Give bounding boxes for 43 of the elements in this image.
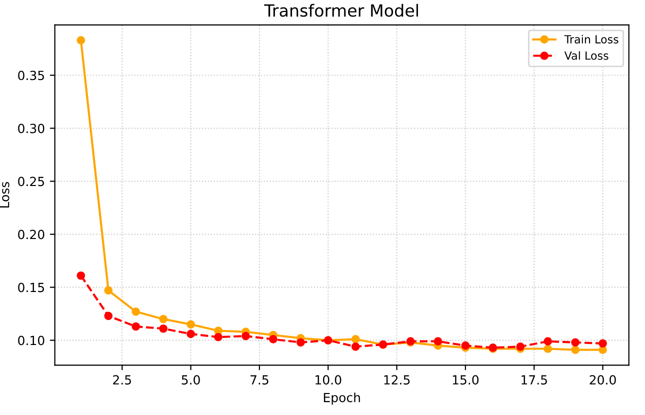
legend-label: Val Loss [564, 51, 608, 60]
point [76, 36, 86, 44]
point [132, 322, 140, 331]
point [571, 338, 580, 347]
point [461, 341, 470, 350]
y-tick-label: 0.10 [18, 336, 44, 346]
legend-label: Train Loss [564, 34, 618, 44]
point [434, 337, 442, 346]
point [186, 330, 195, 338]
x-tick-label: 7.5 [250, 375, 268, 385]
point [214, 332, 222, 342]
point [598, 339, 607, 348]
point [544, 344, 552, 353]
point [351, 335, 360, 344]
y-tick-label: 0.25 [18, 176, 44, 186]
point [159, 314, 168, 324]
x-tick-label: 17.5 [522, 375, 547, 385]
y-axis-title: Loss [0, 182, 10, 208]
chart-title: Transformer Model [264, 4, 418, 17]
x-tick-label: 15.0 [452, 375, 479, 385]
point [296, 338, 305, 347]
point [516, 342, 525, 351]
point [351, 342, 360, 351]
x-tick-label: 5.0 [182, 375, 200, 385]
point [269, 335, 278, 344]
point [104, 312, 113, 320]
point [76, 271, 86, 280]
x-tick-label: 2.5 [113, 375, 131, 385]
y-tick-label: 0.30 [18, 124, 44, 134]
y-tick-label: 0.35 [18, 70, 44, 80]
x-tick-label: 12.5 [384, 375, 410, 385]
point [242, 332, 250, 340]
point [571, 346, 580, 354]
point [132, 307, 140, 316]
y-tick-label: 0.20 [18, 230, 44, 240]
point [544, 337, 552, 346]
x-axis-title: Epoch [324, 392, 360, 405]
point [186, 320, 195, 329]
x-tick-label: 10.0 [316, 375, 342, 385]
point [159, 324, 168, 333]
x-tick-label: 20.0 [590, 375, 616, 385]
point [104, 286, 113, 295]
y-tick-label: 0.15 [18, 282, 44, 292]
